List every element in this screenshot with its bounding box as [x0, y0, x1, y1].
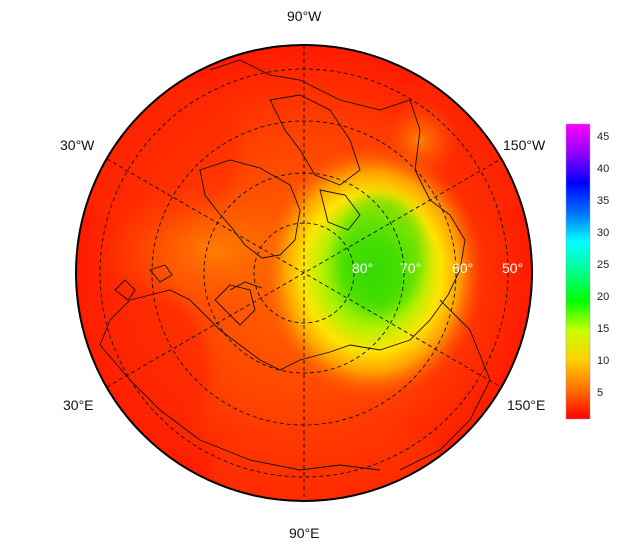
- field-rim-s: [210, 420, 450, 501]
- colorbar-tick-30: 30: [597, 227, 610, 240]
- colorbar: [565, 123, 591, 420]
- lat-label-50: 50°: [502, 260, 523, 276]
- colorbar-tick-40: 40: [597, 162, 610, 175]
- coast-alaska: [429, 199, 466, 296]
- lat-label-80: 80°: [352, 260, 373, 276]
- lat-label-60: 60°: [452, 260, 473, 276]
- colorbar-tick-25: 25: [597, 259, 610, 272]
- lon-label-150w: 150°W: [503, 137, 546, 153]
- coast-uk: [114, 279, 136, 301]
- colorbar-tick-5: 5: [597, 387, 604, 400]
- lon-label-150e: 150°E: [507, 397, 546, 413]
- field-anomaly-core: [335, 195, 425, 315]
- coast-island-1: [319, 189, 361, 231]
- coast-east-asia: [399, 299, 491, 471]
- lon-label-90e: 90°E: [289, 525, 320, 541]
- lon-label-30e: 30°E: [63, 397, 94, 413]
- coast-scandinavia: [214, 284, 256, 326]
- colorbar-tick-45: 45: [597, 130, 610, 143]
- coast-europe: [99, 289, 261, 361]
- coastlines: [99, 59, 491, 471]
- colorbar-tick-15: 15: [597, 323, 610, 336]
- meridian-30e-150w: [106, 158, 502, 388]
- coast-siberia: [259, 294, 449, 371]
- colorbar-tick-35: 35: [597, 194, 610, 207]
- coast-iceland: [149, 264, 173, 283]
- lat-label-70: 70°: [400, 260, 421, 276]
- graticule: [99, 45, 509, 501]
- coast-north-america: [209, 59, 431, 201]
- lon-label-30w: 30°W: [60, 137, 95, 153]
- colorbar-tick-20: 20: [597, 291, 610, 304]
- coast-asia-interior: [99, 344, 381, 471]
- coast-canada-archipelago: [269, 94, 361, 186]
- lat-circle-80: [253, 222, 355, 324]
- colorbar-tick-10: 10: [597, 355, 610, 368]
- lon-label-90w: 90°W: [287, 8, 322, 24]
- coast-svalbard: [229, 281, 263, 291]
- map-border: [75, 44, 533, 502]
- coast-greenland: [199, 159, 301, 259]
